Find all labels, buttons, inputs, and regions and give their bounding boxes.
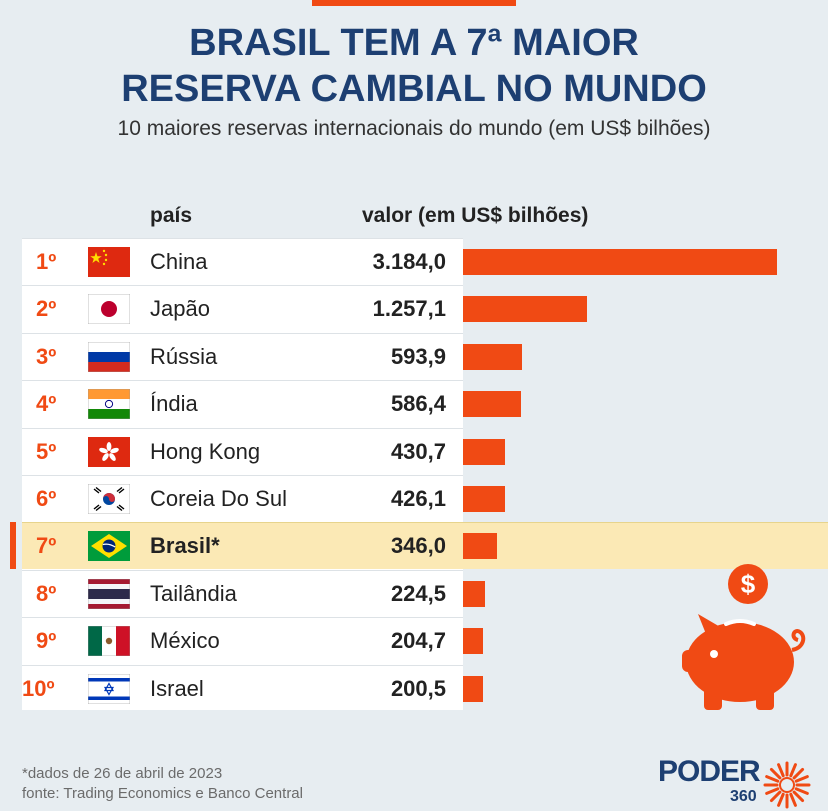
china-flag-icon bbox=[88, 247, 130, 277]
table-row bbox=[22, 380, 463, 427]
sun-ray bbox=[792, 790, 805, 803]
bar bbox=[463, 296, 587, 323]
column-header-country: país bbox=[150, 204, 193, 227]
value-label: 224,5 bbox=[390, 580, 446, 606]
chart-title: BRASIL TEM A 7ª MAIOR RESERVA CAMBIAL NO… bbox=[0, 20, 828, 112]
brand-logo: PODER 360 bbox=[658, 755, 761, 806]
rank-label: 6º bbox=[36, 486, 57, 511]
table-row bbox=[22, 569, 463, 617]
sun-ray bbox=[794, 775, 809, 783]
source-note: fonte: Trading Economics e Banco Central bbox=[22, 785, 303, 802]
sun-ray bbox=[792, 767, 805, 780]
bar bbox=[463, 391, 521, 418]
bar bbox=[463, 486, 506, 512]
russia-flag-icon bbox=[87, 341, 131, 373]
bar bbox=[463, 628, 484, 655]
table-row bbox=[22, 238, 463, 285]
rank-label: 10º bbox=[22, 675, 55, 701]
rank-label: 1º bbox=[36, 249, 57, 274]
svg-text:$: $ bbox=[741, 569, 756, 599]
sun-ray bbox=[789, 792, 797, 807]
value-label: 200,5 bbox=[390, 675, 446, 701]
value-label: 1.257,1 bbox=[372, 296, 446, 322]
footnote: *dados de 26 de abril de 2023 bbox=[22, 765, 223, 782]
table-row bbox=[22, 522, 828, 570]
country-name: Rússia bbox=[150, 343, 218, 369]
rank-label: 3º bbox=[36, 343, 57, 369]
rank-label: 2º bbox=[36, 296, 57, 322]
value-label: 204,7 bbox=[390, 628, 446, 654]
table-row bbox=[22, 285, 463, 332]
value-label: 3.184,0 bbox=[372, 249, 446, 274]
sun-ray bbox=[794, 787, 809, 795]
rank-label: 7º bbox=[36, 533, 57, 559]
brand-name: PODER bbox=[658, 755, 761, 788]
sun-ray bbox=[777, 792, 785, 807]
sun-ray bbox=[777, 763, 785, 778]
country-name: Brasil* bbox=[150, 533, 220, 559]
bar bbox=[463, 580, 486, 607]
title-line-1: BRASIL TEM A 7ª MAIOR bbox=[189, 22, 639, 64]
bar bbox=[463, 533, 498, 560]
mexico-flag-icon bbox=[87, 625, 131, 657]
table-row bbox=[22, 332, 463, 380]
country-name: Israel bbox=[150, 675, 204, 701]
thailand-flag-icon bbox=[87, 578, 131, 610]
sun-ray bbox=[769, 767, 782, 780]
value-label: 346,0 bbox=[390, 533, 446, 559]
value-label: 430,7 bbox=[390, 438, 446, 464]
title-line-2: RESERVA CAMBIAL NO MUNDO bbox=[121, 68, 707, 110]
highlight-marker bbox=[10, 522, 16, 570]
column-header-value: valor (em US$ bilhões) bbox=[362, 204, 589, 227]
sun-ray bbox=[765, 787, 780, 795]
brazil-flag-icon bbox=[88, 531, 130, 562]
bar bbox=[463, 249, 777, 275]
rank-label: 9º bbox=[36, 628, 57, 654]
country-name: China bbox=[150, 249, 208, 274]
hong-kong-flag-icon bbox=[88, 436, 130, 467]
chart-subtitle: 10 maiores reservas internacionais do mu… bbox=[117, 117, 711, 140]
country-name: Hong Kong bbox=[150, 438, 261, 464]
table-row bbox=[22, 475, 463, 522]
israel-flag-icon bbox=[87, 673, 131, 704]
country-name: Japão bbox=[150, 296, 210, 322]
country-name: Coreia Do Sul bbox=[150, 486, 287, 511]
rank-label: 5º bbox=[36, 438, 57, 464]
india-flag-icon bbox=[87, 388, 131, 420]
country-name: México bbox=[150, 628, 220, 654]
value-label: 426,1 bbox=[390, 486, 446, 511]
value-label: 593,9 bbox=[390, 343, 446, 369]
bar bbox=[463, 438, 506, 465]
south-korea-flag-icon bbox=[87, 483, 131, 515]
sun-logo-icon bbox=[763, 761, 811, 809]
sun-ray bbox=[789, 763, 797, 778]
rank-label: 4º bbox=[36, 391, 57, 417]
japan-flag-icon bbox=[87, 294, 131, 325]
table-row bbox=[22, 664, 463, 712]
sun-ray bbox=[765, 775, 780, 783]
top-accent-bar bbox=[312, 0, 516, 6]
table-row bbox=[22, 617, 463, 664]
country-name: Tailândia bbox=[150, 580, 237, 606]
sun-ray bbox=[769, 790, 782, 803]
bar bbox=[463, 675, 483, 702]
value-label: 586,4 bbox=[390, 391, 446, 417]
rank-label: 8º bbox=[36, 580, 57, 606]
bar bbox=[463, 343, 522, 370]
brand-sub: 360 bbox=[730, 788, 757, 805]
country-name: Índia bbox=[150, 391, 198, 417]
piggy-bank-icon: $ bbox=[682, 564, 806, 710]
table-row bbox=[22, 427, 463, 475]
